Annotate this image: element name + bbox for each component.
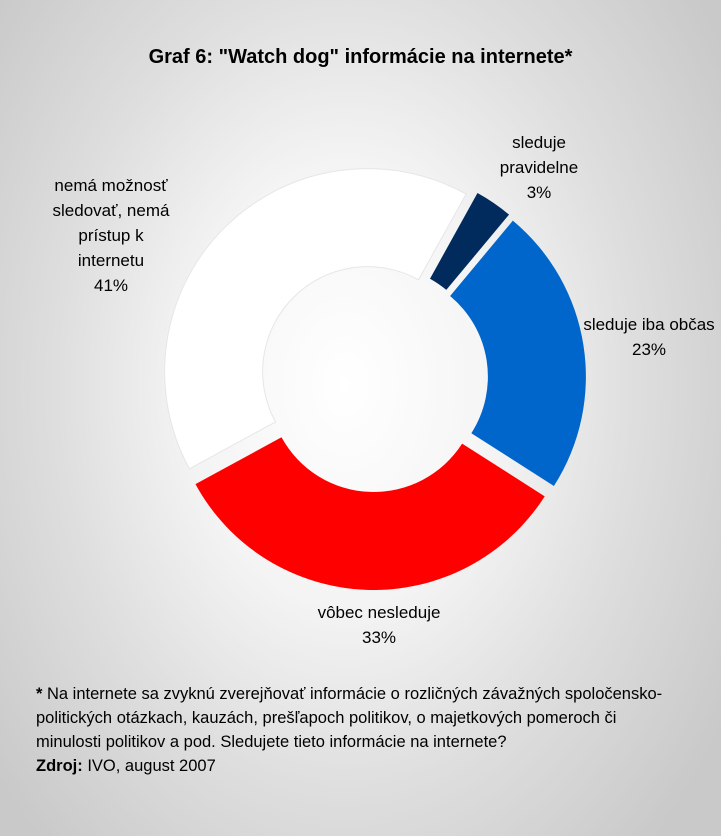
donut-slice-1 [429, 193, 510, 290]
footnote-marker: * [36, 685, 43, 703]
donut-slice-2 [450, 220, 586, 486]
chart-title: Graf 6: "Watch dog" informácie na intern… [148, 46, 573, 68]
source-line: Zdroj: IVO, august 2007 [36, 754, 706, 778]
footnote-line-1: * Na internete sa zvyknú zverejňovať inf… [36, 682, 706, 706]
slice-label-1: sleduje pravidelne 3% [500, 133, 578, 202]
slice-label-line: internetu [78, 251, 144, 270]
slice-label-2: sleduje iba občas 23% [583, 315, 714, 359]
slice-label-line: sleduje [512, 133, 566, 152]
slice-label-line: pravidelne [500, 158, 578, 177]
slice-percent-4: 41% [94, 276, 128, 295]
slice-percent-2: 23% [632, 340, 666, 359]
slice-label-line: sledovať, nemá [53, 201, 170, 220]
donut-chart: sleduje pravidelne 3% sleduje iba občas 23% v… [53, 133, 715, 647]
footnote: * Na internete sa zvyknú zverejňovať inf… [36, 682, 706, 778]
source-text: IVO, august 2007 [82, 757, 216, 775]
slice-label-line: nemá možnosť [54, 176, 168, 195]
footnote-line-2: politických otázkach, kauzách, prešľapoc… [36, 709, 617, 727]
donut-slice-3 [195, 437, 545, 590]
footnote-text-1: Na internete sa zvyknú zverejňovať infor… [42, 685, 663, 703]
slice-label-4: nemá možnosť sledovať, nemá prístup k inter… [53, 176, 170, 295]
slice-label-line: prístup k [78, 226, 144, 245]
slice-label-3: vôbec nesleduje 33% [318, 603, 441, 647]
slice-percent-1: 3% [527, 183, 552, 202]
footnote-line-3: minulosti politikov a pod. Sledujete tie… [36, 733, 507, 751]
slice-label-line: sleduje iba občas [583, 315, 714, 334]
slice-percent-3: 33% [362, 628, 396, 647]
donut-slice-4 [164, 168, 467, 470]
source-label: Zdroj: [36, 757, 83, 775]
slice-label-line: vôbec nesleduje [318, 603, 441, 622]
